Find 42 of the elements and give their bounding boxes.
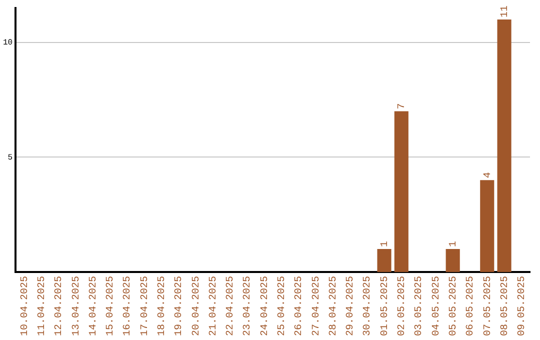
x-tick-label: 08.05.2025 bbox=[500, 276, 511, 336]
x-tick-label: 19.04.2025 bbox=[174, 276, 186, 336]
x-tick-label: 14.04.2025 bbox=[88, 276, 100, 336]
x-tick-label: 26.04.2025 bbox=[294, 276, 306, 336]
x-tick-label: 20.04.2025 bbox=[191, 276, 202, 336]
x-tick-label: 02.05.2025 bbox=[397, 276, 408, 336]
x-tick-label: 22.04.2025 bbox=[226, 276, 237, 336]
x-tick-label: 17.04.2025 bbox=[140, 276, 151, 336]
x-tick-label: 01.05.2025 bbox=[380, 276, 391, 336]
x-tick-label: 25.04.2025 bbox=[277, 276, 288, 336]
x-tick-label: 10.04.2025 bbox=[20, 276, 31, 336]
x-tick-label: 28.04.2025 bbox=[328, 276, 340, 336]
x-tick-label: 12.04.2025 bbox=[54, 276, 66, 336]
bar bbox=[497, 19, 512, 272]
data-label: 1 bbox=[448, 241, 460, 248]
x-tick-label: 23.04.2025 bbox=[242, 276, 254, 336]
x-tick-label: 07.05.2025 bbox=[482, 276, 494, 336]
x-tick-label: 16.04.2025 bbox=[122, 276, 134, 336]
y-tick-label: 10 bbox=[2, 38, 13, 48]
x-tick-label: 29.04.2025 bbox=[346, 276, 357, 336]
bar bbox=[377, 249, 392, 272]
data-label: 4 bbox=[482, 172, 494, 178]
bar bbox=[446, 249, 460, 272]
data-label: 11 bbox=[500, 5, 511, 18]
y-tick-label: 5 bbox=[8, 153, 13, 162]
x-tick-label: 18.04.2025 bbox=[156, 276, 168, 336]
x-tick-label: 27.04.2025 bbox=[311, 276, 322, 336]
x-tick-label: 11.04.2025 bbox=[36, 276, 48, 336]
x-tick-label: 24.04.2025 bbox=[260, 276, 271, 336]
x-tick-label: 04.05.2025 bbox=[431, 276, 442, 336]
bar bbox=[480, 180, 494, 272]
x-tick-label: 05.05.2025 bbox=[448, 276, 460, 336]
x-tick-label: 09.05.2025 bbox=[517, 276, 528, 336]
x-tick-label: 13.04.2025 bbox=[71, 276, 82, 336]
x-tick-label: 30.04.2025 bbox=[362, 276, 374, 336]
x-tick-label: 15.04.2025 bbox=[106, 276, 117, 336]
data-label: 1 bbox=[380, 241, 391, 248]
x-tick-label: 06.05.2025 bbox=[466, 276, 477, 336]
bar bbox=[394, 111, 408, 272]
x-tick-label: 21.04.2025 bbox=[208, 276, 220, 336]
x-tick-label: 03.05.2025 bbox=[414, 276, 426, 336]
data-label: 7 bbox=[397, 103, 408, 110]
